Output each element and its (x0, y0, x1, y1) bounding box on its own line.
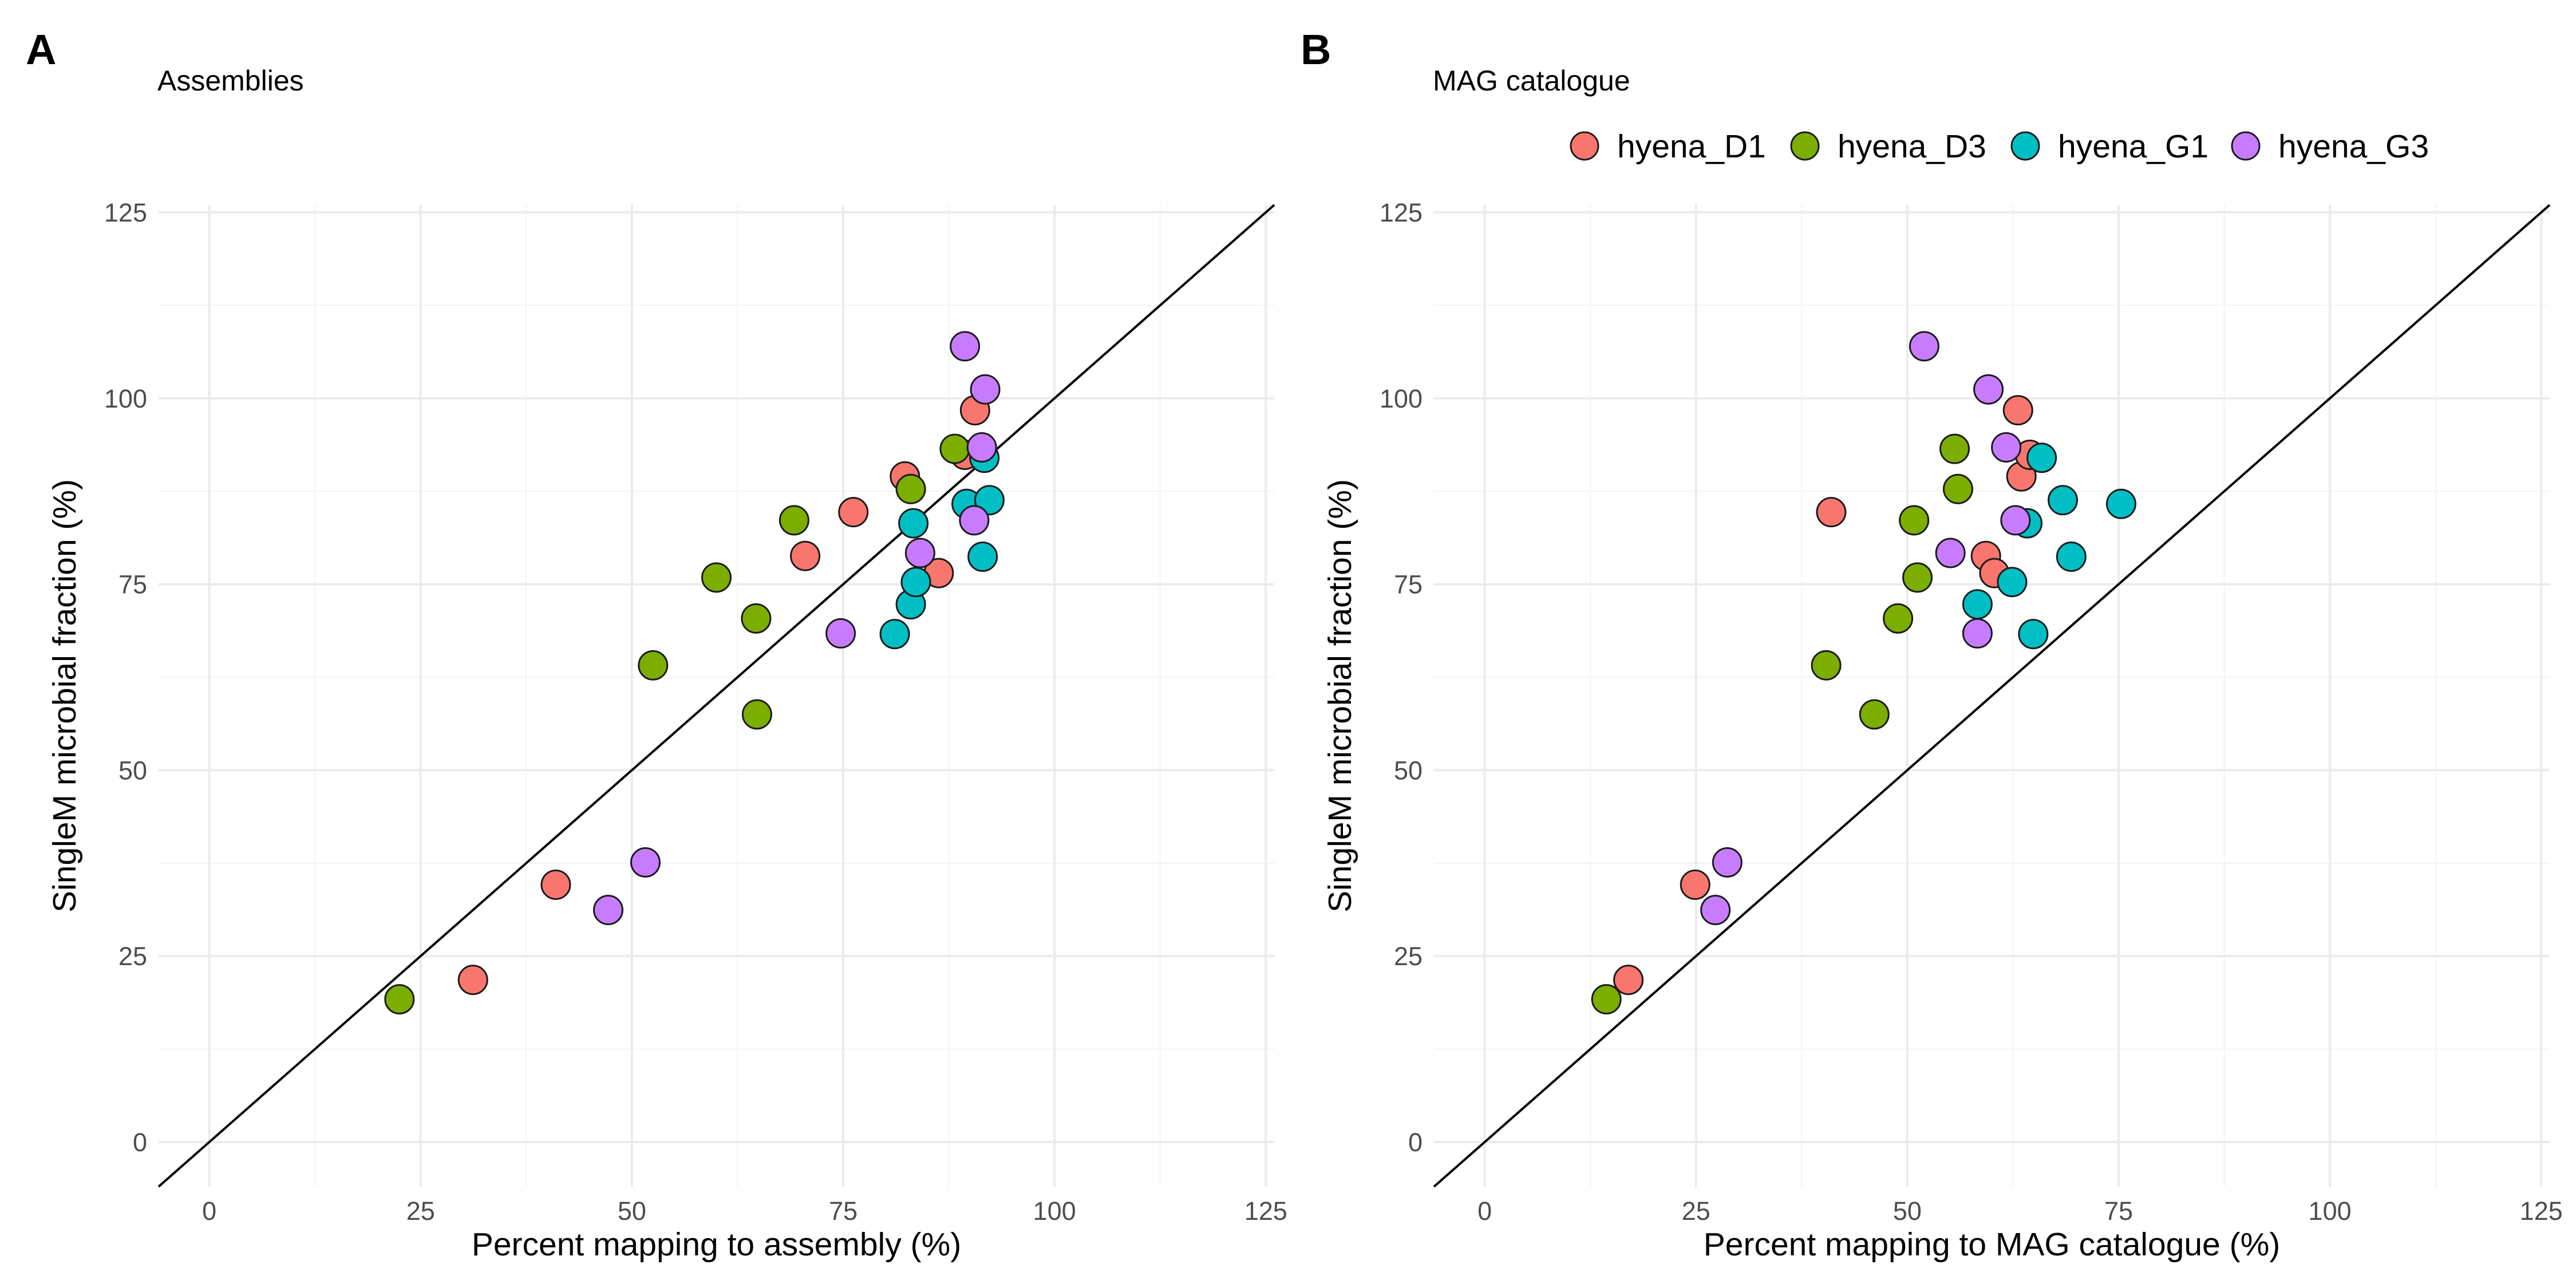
point-hyena-g1 (879, 619, 910, 650)
x-tick-label: 125 (2520, 1196, 2563, 1226)
point-hyena-g1 (974, 485, 1005, 516)
point-hyena-d3 (1902, 562, 1933, 593)
point-hyena-d3 (1942, 473, 1973, 504)
point-hyena-g1 (898, 508, 929, 539)
y-tick-label: 0 (1408, 1128, 1423, 1157)
point-hyena-g3 (593, 895, 624, 926)
x-axis-title: Percent mapping to MAG catalogue (%) (1704, 1226, 2281, 1263)
panel-letter: B (1301, 26, 1331, 73)
legend-key-hyena-d1 (1570, 131, 1599, 161)
identity-line (1433, 204, 2551, 1188)
panel-title: MAG catalogue (1433, 65, 1630, 97)
point-hyena-d1 (457, 965, 488, 995)
point-hyena-g1 (2105, 488, 2136, 519)
y-tick-label: 50 (118, 756, 147, 785)
point-hyena-g3 (1712, 847, 1743, 878)
panel-letter: A (26, 26, 56, 73)
point-hyena-d3 (779, 505, 809, 536)
point-hyena-g3 (970, 374, 1001, 405)
identity-line (157, 204, 1275, 1188)
point-hyena-d3 (384, 984, 415, 1015)
point-hyena-g3 (2000, 505, 2031, 536)
point-hyena-d1 (540, 870, 571, 900)
point-hyena-g3 (1991, 432, 2022, 463)
y-tick-label: 125 (1380, 198, 1423, 227)
x-tick-label: 50 (618, 1196, 646, 1226)
panel-a: 0 25 50 75 100 125 0 25 50 75 100 125 Percent mappin… (26, 26, 1287, 1263)
legend-key-hyena-d3 (1790, 131, 1820, 161)
legend-label: hyena_D1 (1617, 128, 1766, 165)
point-hyena-d3 (1899, 505, 1930, 536)
point-hyena-d1 (1816, 497, 1847, 528)
x-tick-label: 100 (1033, 1196, 1076, 1226)
x-axis-title: Percent mapping to assembly (%) (472, 1226, 961, 1263)
point-hyena-g1 (2056, 542, 2087, 572)
legend-label: hyena_G3 (2278, 128, 2429, 165)
legend-key-hyena-g1 (2010, 131, 2040, 161)
point-hyena-g1 (1997, 567, 2028, 598)
point-hyena-d3 (1811, 650, 1842, 681)
point-hyena-g3 (950, 331, 981, 362)
x-tick-label: 75 (2104, 1196, 2133, 1226)
point-hyena-d3 (701, 562, 732, 593)
point-hyena-g3 (1909, 331, 1939, 362)
point-hyena-d3 (1591, 984, 1622, 1015)
point-hyena-d3 (1939, 433, 1970, 464)
y-tick-label: 100 (104, 384, 147, 413)
legend: hyena_D1 hyena_D3 hyena_G1 hyena_G3 (1570, 128, 2429, 165)
legend-key-hyena-g3 (2231, 131, 2261, 161)
point-hyena-d3 (939, 433, 970, 464)
x-tick-label: 0 (1477, 1196, 1492, 1226)
point-hyena-d3 (741, 603, 772, 634)
y-axis-title: SingleM microbial fraction (%) (1322, 479, 1358, 912)
point-hyena-g1 (2048, 485, 2079, 516)
point-hyena-d3 (638, 650, 669, 681)
point-hyena-g3 (1962, 618, 1993, 649)
point-hyena-g1 (900, 567, 931, 598)
y-tick-label: 75 (118, 570, 147, 599)
x-tick-label: 50 (1893, 1196, 1922, 1226)
point-hyena-d3 (1883, 603, 1914, 634)
point-hyena-d3 (741, 699, 772, 730)
panel-b: 0 25 50 75 100 125 0 25 50 75 100 125 Percent mappin… (1301, 26, 2563, 1263)
point-hyena-g3 (1973, 374, 2004, 405)
x-tick-label: 125 (1244, 1196, 1287, 1226)
point-hyena-g1 (2018, 619, 2049, 650)
point-hyena-g3 (959, 505, 990, 536)
x-tick-label: 100 (2309, 1196, 2352, 1226)
point-hyena-d1 (838, 497, 869, 528)
x-tick-label: 25 (406, 1196, 435, 1226)
point-hyena-g3 (630, 847, 661, 878)
point-hyena-d1 (790, 540, 821, 571)
legend-label: hyena_G1 (2058, 128, 2208, 165)
legend-label: hyena_D3 (1838, 128, 1986, 165)
point-hyena-g1 (2026, 442, 2057, 473)
y-tick-label: 50 (1394, 756, 1423, 785)
y-tick-label: 75 (1394, 570, 1423, 599)
y-tick-label: 125 (104, 198, 147, 227)
point-hyena-g1 (967, 542, 998, 572)
y-axis-title: SingleM microbial fraction (%) (46, 479, 83, 912)
point-hyena-g3 (966, 432, 997, 463)
point-hyena-d1 (1680, 870, 1710, 900)
y-tick-label: 0 (133, 1128, 147, 1157)
point-hyena-d3 (895, 473, 926, 504)
point-hyena-g3 (825, 618, 856, 649)
y-tick-label: 25 (1394, 942, 1423, 971)
y-tick-label: 100 (1380, 384, 1423, 413)
panel-title: Assemblies (157, 65, 304, 97)
x-tick-label: 75 (829, 1196, 858, 1226)
x-tick-label: 25 (1682, 1196, 1710, 1226)
point-hyena-d1 (2002, 395, 2033, 426)
point-hyena-g1 (1962, 589, 1993, 620)
point-hyena-g3 (1935, 538, 1966, 568)
y-tick-label: 25 (118, 942, 147, 971)
point-hyena-d1 (1613, 965, 1644, 995)
point-hyena-d3 (1859, 699, 1890, 730)
point-hyena-g3 (904, 538, 935, 568)
x-tick-label: 0 (202, 1196, 216, 1226)
point-hyena-g3 (1700, 895, 1731, 926)
